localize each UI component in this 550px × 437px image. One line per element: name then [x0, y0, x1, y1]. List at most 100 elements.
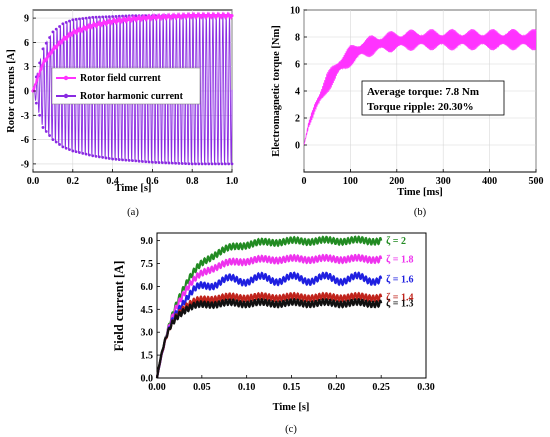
harmonic-marker: [84, 152, 88, 156]
field-marker: [210, 14, 214, 18]
panel-b-ytick-label: 0: [295, 141, 300, 152]
legend-label-field: Rotor field current: [80, 73, 161, 84]
panel-b-ytick-label: 10: [290, 6, 300, 17]
harmonic-marker: [94, 15, 98, 19]
legend-label-harmonic: Rotor harmonic current: [80, 91, 184, 102]
field-marker: [111, 19, 115, 23]
harmonic-marker: [121, 158, 124, 162]
panel-c-xtick-label: 0.30: [417, 382, 435, 393]
series-zeta-4: [155, 297, 383, 379]
field-marker: [67, 34, 71, 38]
panel-c-ytick-label: 6.0: [141, 282, 154, 293]
series-label-zeta-0: ζ = 2: [386, 236, 406, 247]
harmonic-marker: [81, 151, 85, 155]
panel-a-xtick-label: 0.0: [27, 176, 40, 187]
panel-a-ytick-label: -6: [21, 135, 29, 146]
panel-b-annotation: Average torque: 7.8 Nm Torque ripple: 20…: [361, 80, 505, 116]
harmonic-marker: [160, 161, 164, 165]
annotation-box: [361, 80, 505, 116]
harmonic-marker: [41, 47, 45, 51]
panel-a-ytick-label: -3: [21, 111, 29, 122]
field-marker: [158, 15, 162, 19]
harmonic-marker: [204, 162, 207, 166]
legend-box: [51, 67, 201, 105]
field-marker: [190, 14, 194, 18]
harmonic-marker: [177, 161, 181, 165]
harmonic-marker: [44, 130, 48, 133]
panel-a-xtick-label: 0.4: [106, 176, 119, 187]
harmonic-marker: [97, 155, 101, 159]
panel-a-ytick-label: 9: [24, 14, 29, 25]
annotation-torque-ripple: Torque ripple: 20.30%: [367, 101, 474, 113]
harmonic-marker: [114, 157, 118, 161]
harmonic-marker: [134, 14, 138, 18]
series-zeta-0: [155, 235, 383, 379]
harmonic-marker: [170, 161, 174, 165]
panel-b-xlabel: Time [ms]: [397, 187, 443, 198]
panel-b-xtick-label: 200: [389, 176, 404, 187]
panel-c-ytick-label: 0.0: [141, 374, 154, 385]
series-zeta-1: [155, 253, 383, 379]
panel-a: 0.0 0.2 0.4 0.6 0.8 1.0 -9 -6 -3 0 3 6 9 Time [s] Ro…: [6, 9, 238, 218]
panel-a-ytick-label: 6: [24, 38, 29, 49]
field-marker: [119, 18, 123, 22]
field-marker: [134, 17, 138, 21]
harmonic-marker: [164, 161, 168, 165]
harmonic-marker: [38, 61, 42, 65]
harmonic-marker: [54, 140, 58, 144]
harmonic-marker: [114, 14, 118, 18]
field-marker: [186, 14, 190, 18]
panel-b-ytick-label: 6: [295, 60, 300, 71]
field-marker: [75, 29, 79, 33]
field-marker: [150, 15, 154, 19]
series-rotor-field-markers: [31, 14, 234, 93]
harmonic-marker: [180, 162, 184, 165]
harmonic-marker: [157, 161, 161, 164]
panel-c-ytick-label: 3.0: [141, 328, 154, 339]
harmonic-marker: [54, 27, 58, 31]
panel-a-xtick-label: 0.8: [186, 176, 199, 187]
harmonic-marker: [197, 162, 201, 166]
field-marker: [83, 26, 87, 30]
panel-b-xtick-label: 100: [343, 176, 358, 187]
harmonic-marker: [127, 158, 131, 162]
field-marker: [218, 14, 222, 18]
harmonic-marker: [144, 160, 148, 164]
series-electromagnetic-torque: [303, 28, 537, 146]
field-marker: [91, 23, 95, 27]
field-marker: [79, 28, 83, 32]
field-marker: [123, 18, 127, 22]
field-marker: [63, 37, 67, 41]
harmonic-marker: [38, 113, 42, 117]
harmonic-marker: [194, 162, 197, 166]
panel-b-xtick-label: 0: [302, 176, 307, 187]
harmonic-marker: [124, 158, 128, 162]
harmonic-marker: [64, 21, 68, 24]
field-marker: [202, 14, 206, 18]
field-marker: [127, 17, 131, 21]
field-marker: [71, 31, 75, 35]
harmonic-marker: [81, 17, 85, 20]
harmonic-marker: [78, 151, 81, 154]
harmonic-marker: [223, 162, 227, 166]
series-label-zeta-3: ζ = 1.4: [386, 293, 413, 304]
field-marker: [162, 15, 166, 19]
field-marker: [230, 14, 234, 18]
harmonic-marker: [117, 158, 121, 161]
harmonic-marker: [91, 15, 95, 19]
harmonic-marker: [48, 134, 51, 137]
harmonic-marker: [154, 161, 158, 164]
panel-b-xtick-label: 400: [482, 176, 497, 187]
harmonic-marker: [104, 15, 108, 19]
panel-c-caption: (c): [285, 424, 297, 435]
panel-c-xtick-label: 0.20: [328, 382, 346, 393]
panel-a-xtick-label: 0.2: [67, 176, 80, 187]
panel-a-ylabel: Rotor currents [A]: [6, 49, 17, 133]
harmonic-marker: [97, 15, 101, 19]
harmonic-marker: [137, 159, 141, 163]
legend-marker-harmonic: [63, 93, 69, 99]
field-marker: [174, 14, 178, 18]
harmonic-marker: [134, 159, 138, 163]
panel-b-ytick-label: 8: [295, 33, 300, 44]
